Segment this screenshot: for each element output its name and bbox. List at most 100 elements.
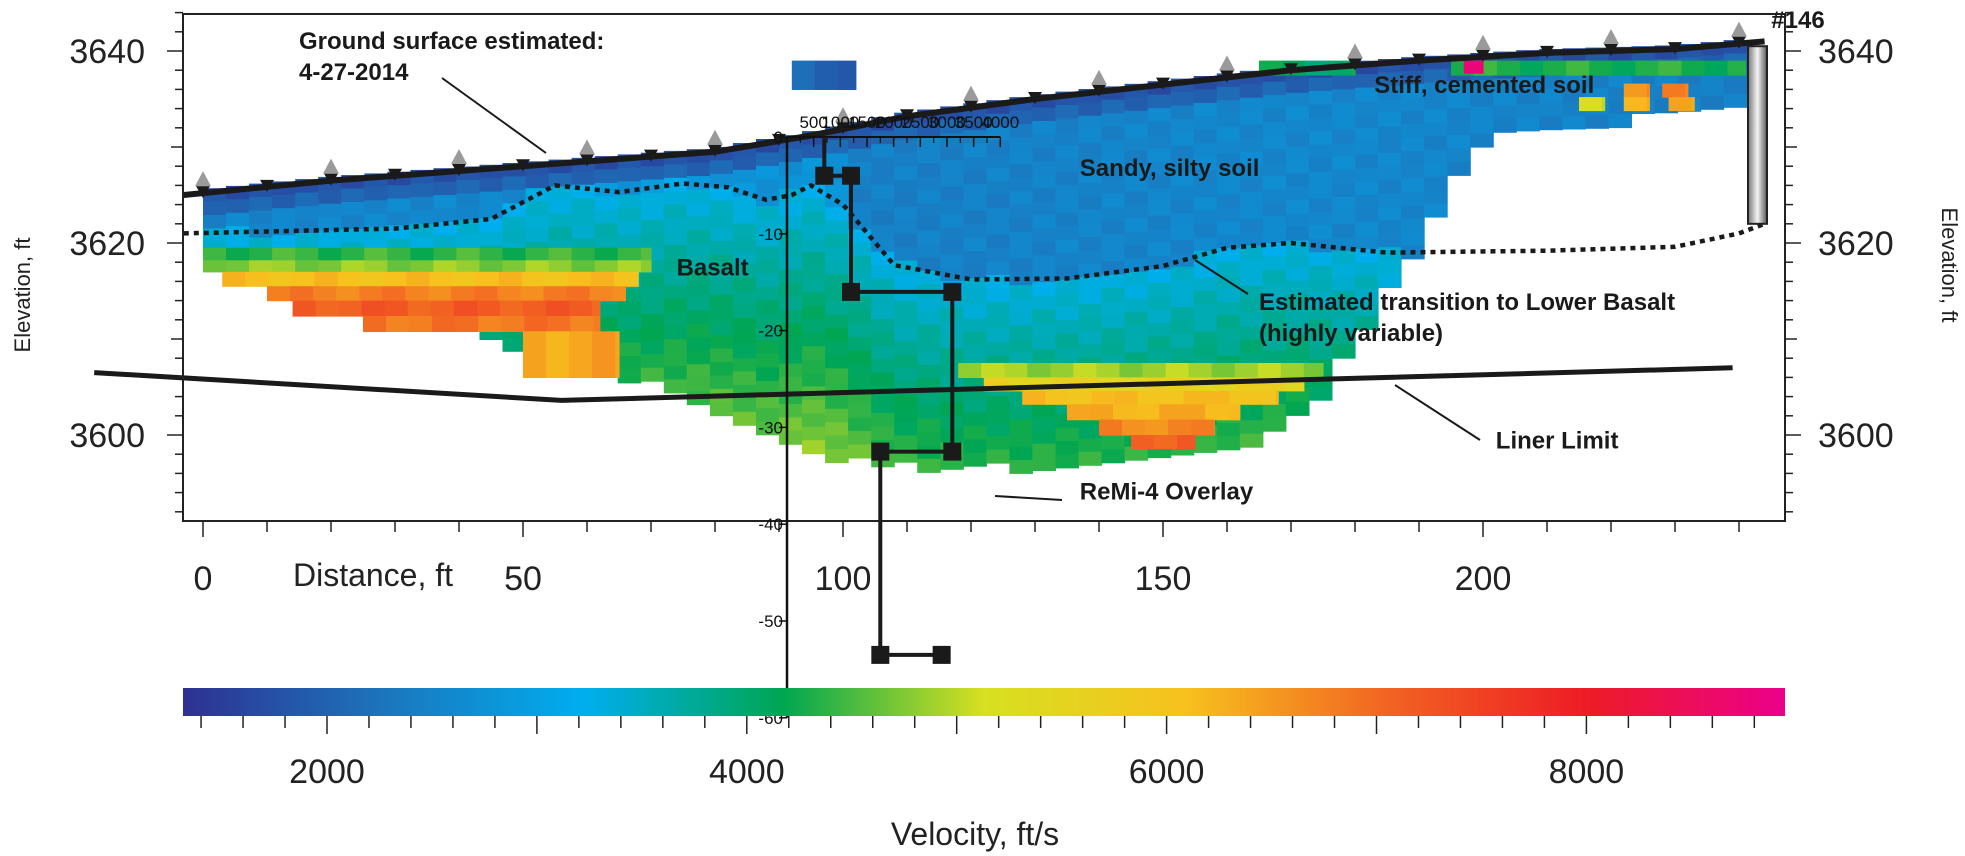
- velocity-cell: [479, 218, 504, 233]
- velocity-cell: [1101, 449, 1126, 464]
- velocity-cell: [341, 260, 365, 273]
- velocity-cell: [433, 235, 457, 250]
- velocity-cell: [1055, 239, 1080, 254]
- velocity-cell: [917, 338, 941, 352]
- velocity-cell: [387, 185, 411, 200]
- velocity-cell: [1262, 216, 1287, 231]
- velocity-cell: [1170, 92, 1195, 106]
- overlay-y-tick-label: -20: [758, 322, 783, 341]
- velocity-cell: [940, 146, 964, 161]
- velocity-cell: [521, 271, 546, 287]
- velocity-cell: [791, 60, 816, 90]
- velocity-cell: [779, 229, 803, 244]
- velocity-cell: [1101, 288, 1126, 302]
- annotation-label: Basalt: [677, 255, 749, 282]
- velocity-cell: [871, 399, 895, 414]
- velocity-cell: [314, 271, 338, 287]
- velocity-cell: [686, 297, 711, 311]
- velocity-cell: [1078, 277, 1103, 292]
- velocity-cell: [1239, 111, 1264, 126]
- velocity-cell: [1009, 123, 1033, 138]
- velocity-cell: [1193, 237, 1218, 252]
- velocity-cell: [686, 256, 711, 271]
- velocity-cell: [756, 421, 780, 436]
- geophone-marker: [1668, 42, 1682, 55]
- velocity-cell: [1401, 232, 1425, 246]
- velocity-cell: [497, 286, 521, 302]
- velocity-cell: [917, 351, 941, 366]
- velocity-cell: [871, 265, 895, 280]
- velocity-cell: [640, 193, 665, 207]
- velocity-cell: [986, 301, 1010, 316]
- velocity-cell: [1009, 459, 1033, 474]
- velocity-cell: [1285, 186, 1310, 201]
- velocity-cell: [617, 369, 642, 384]
- velocity-cell: [1216, 234, 1241, 249]
- velocity-cell: [410, 237, 434, 252]
- velocity-cell: [917, 297, 941, 312]
- velocity-cell: [848, 202, 872, 217]
- velocity-cell: [871, 305, 895, 320]
- velocity-cell: [1032, 147, 1056, 162]
- velocity-cell: [871, 345, 895, 360]
- velocity-cell: [1142, 363, 1167, 378]
- velocity-cell: [779, 296, 803, 311]
- velocity-cell: [1170, 334, 1195, 348]
- velocity-cell: [802, 319, 826, 334]
- velocity-cell: [1308, 319, 1333, 334]
- velocity-cell: [709, 227, 734, 242]
- velocity-cell: [1285, 160, 1310, 174]
- velocity-cell: [1378, 260, 1402, 275]
- geophone-marker: [1412, 53, 1426, 66]
- velocity-cell: [802, 426, 826, 441]
- velocity-cell: [825, 153, 849, 168]
- velocity-cell: [917, 432, 941, 447]
- velocity-cell: [802, 238, 826, 253]
- velocity-cell: [1262, 122, 1287, 136]
- velocity-cell: [1285, 321, 1310, 336]
- velocity-cell: [1193, 250, 1218, 265]
- velocity-cell: [1147, 215, 1172, 230]
- velocity-cell: [802, 252, 826, 267]
- velocity-cell: [543, 286, 568, 302]
- velocity-cell: [1147, 282, 1172, 297]
- velocity-cell: [1170, 145, 1195, 160]
- velocity-cell: [981, 363, 1005, 378]
- velocity-cell: [1543, 60, 1567, 76]
- velocity-cell: [1147, 148, 1172, 163]
- velocity-cell: [502, 230, 527, 245]
- velocity-cell: [566, 286, 591, 302]
- velocity-cell: [963, 291, 987, 306]
- velocity-cell: [475, 271, 500, 287]
- geophone-marker: [900, 109, 914, 122]
- velocity-cell: [1147, 229, 1172, 243]
- velocity-cell: [617, 329, 642, 344]
- velocity-cell: [1700, 95, 1725, 110]
- velocity-cell: [1055, 226, 1080, 240]
- velocity-cell: [1124, 298, 1149, 313]
- velocity-cell: [1101, 140, 1126, 155]
- velocity-cell: [1668, 97, 1693, 112]
- velocity-cell: [1009, 433, 1033, 448]
- velocity-cell: [1032, 295, 1056, 310]
- velocity-cell: [1009, 339, 1033, 353]
- velocity-cell: [1285, 254, 1310, 268]
- velocity-cell: [779, 283, 803, 297]
- velocity-cell: [1216, 301, 1241, 316]
- velocity-cell: [1101, 126, 1126, 141]
- velocity-cell: [1147, 309, 1172, 324]
- velocity-cell: [1332, 143, 1356, 158]
- velocity-cell: [1378, 139, 1402, 154]
- geophone-marker: [1604, 44, 1618, 56]
- velocity-cell: [1216, 288, 1241, 303]
- velocity-cell: [1424, 96, 1448, 111]
- velocity-cell: [986, 315, 1010, 330]
- velocity-cell: [569, 300, 593, 317]
- plot-frame: 3600 3600 3620 3620 3640 3640 0 50 100 150 200 Dist…: [10, 11, 1962, 598]
- velocity-cell: [1154, 435, 1178, 449]
- overlay-x-tick-label: 1500: [848, 113, 886, 132]
- velocity-cell: [1262, 135, 1287, 150]
- velocity-cell: [1147, 94, 1172, 109]
- source-marker: [1475, 34, 1491, 50]
- overlay-y-tick-label: -40: [758, 515, 783, 534]
